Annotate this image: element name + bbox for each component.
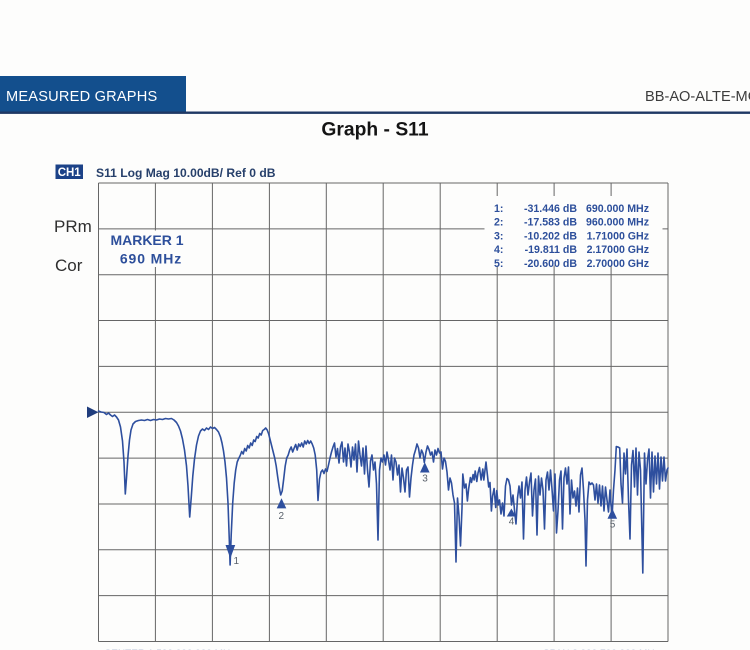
svg-text:5: 5 bbox=[610, 520, 616, 531]
svg-text:-20.600 dB: -20.600 dB bbox=[524, 258, 577, 270]
svg-text:Graph - S11: Graph - S11 bbox=[321, 120, 428, 141]
svg-text:-10.202 dB: -10.202 dB bbox=[524, 230, 577, 242]
svg-text:2.70000 GHz: 2.70000 GHz bbox=[587, 258, 649, 270]
svg-text:690 MHz: 690 MHz bbox=[120, 251, 182, 267]
svg-text:SPAN 2 999.700 000 MHz: SPAN 2 999.700 000 MHz bbox=[543, 649, 660, 650]
svg-text:3: 3 bbox=[422, 473, 428, 484]
svg-text:2.17000 GHz: 2.17000 GHz bbox=[587, 244, 649, 256]
svg-text:1:: 1: bbox=[494, 203, 503, 215]
svg-text:PRm: PRm bbox=[54, 217, 92, 236]
svg-text:-31.446 dB: -31.446 dB bbox=[524, 203, 577, 215]
svg-text:5:: 5: bbox=[494, 258, 503, 270]
svg-text:Cor: Cor bbox=[55, 256, 83, 275]
svg-text:-17.583 dB: -17.583 dB bbox=[524, 217, 577, 229]
svg-text:-19.811 dB: -19.811 dB bbox=[525, 244, 578, 256]
svg-text:4:: 4: bbox=[494, 244, 503, 256]
svg-text:1: 1 bbox=[234, 556, 240, 567]
svg-text:BB-AO-ALTE-MG9: BB-AO-ALTE-MG9 bbox=[645, 89, 750, 105]
svg-text:MEASURED GRAPHS: MEASURED GRAPHS bbox=[6, 89, 157, 105]
svg-text:2: 2 bbox=[279, 511, 285, 522]
svg-text:4: 4 bbox=[509, 517, 515, 528]
svg-text:CENTER 1 500.000 000 MHz: CENTER 1 500.000 000 MHz bbox=[104, 649, 235, 650]
svg-text:MARKER 1: MARKER 1 bbox=[110, 232, 183, 248]
svg-text:960.000 MHz: 960.000 MHz bbox=[586, 217, 649, 229]
svg-text:3:: 3: bbox=[494, 230, 503, 242]
svg-text:CH1: CH1 bbox=[58, 167, 82, 179]
svg-text:S11 Log Mag 10.00dB/ Ref 0 dB: S11 Log Mag 10.00dB/ Ref 0 dB bbox=[96, 166, 276, 180]
svg-text:1.71000 GHz: 1.71000 GHz bbox=[587, 230, 649, 242]
svg-text:2:: 2: bbox=[494, 217, 503, 229]
svg-text:690.000 MHz: 690.000 MHz bbox=[586, 203, 649, 215]
